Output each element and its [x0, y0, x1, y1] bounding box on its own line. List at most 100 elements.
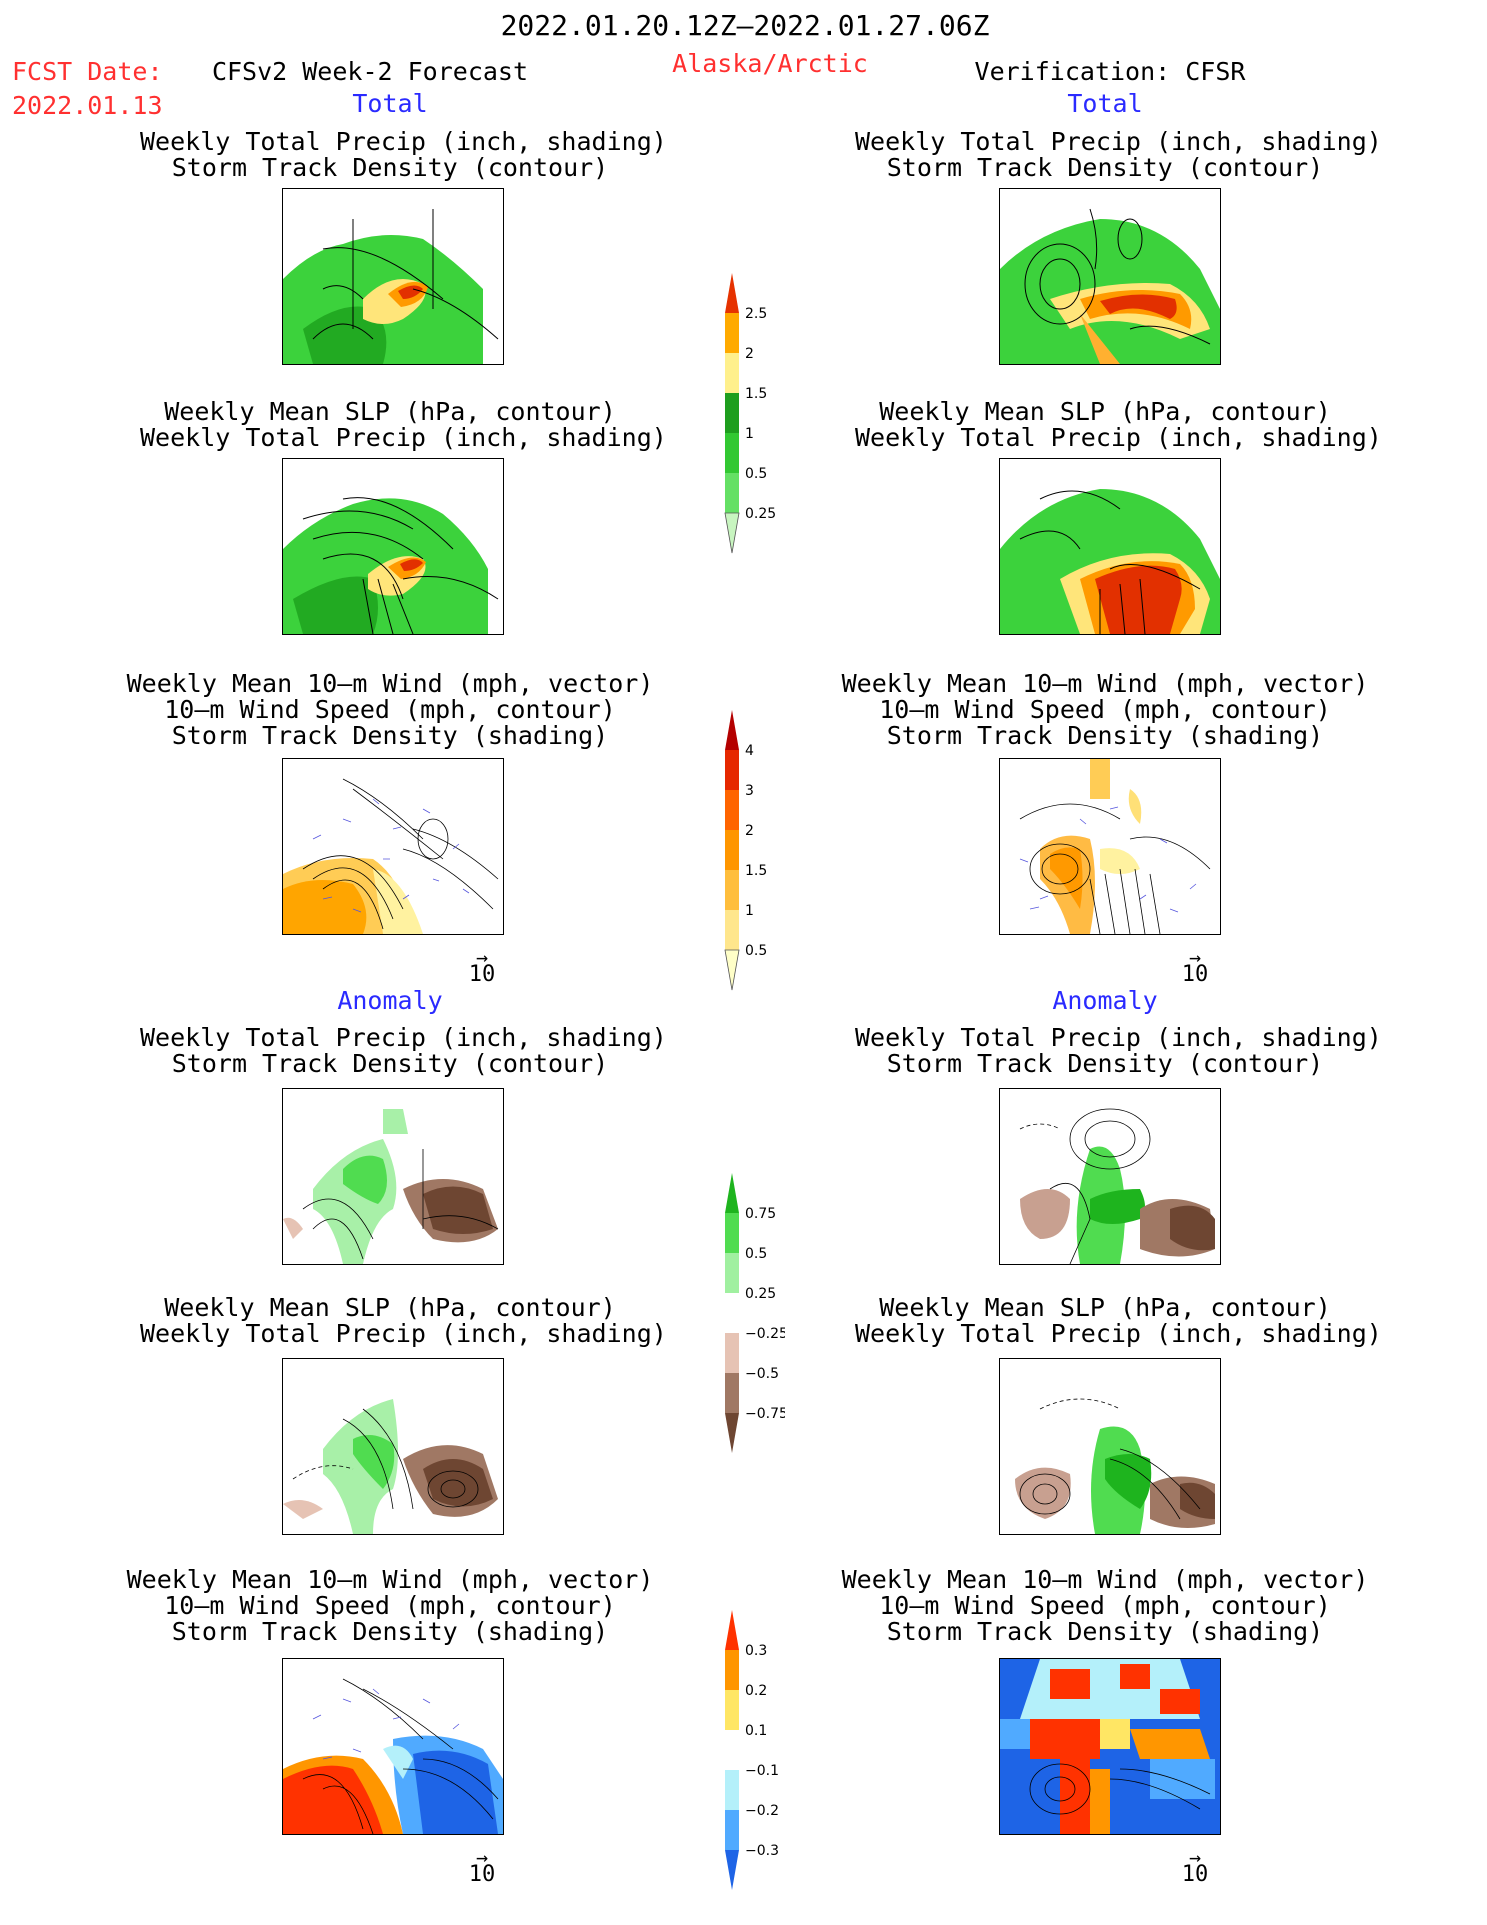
colorbar-tick-label: 0.1 [745, 1723, 767, 1739]
section-total-right: Total [1067, 89, 1143, 118]
colorbar-track-anom: −0.3 −0.2 −0.1 0.1 0.2 0.3 [725, 1610, 779, 1890]
map-fcst-anom-slp-precip [282, 1358, 504, 1535]
map-verif-anom-precip-track [999, 1088, 1221, 1265]
title-l6-line2: 10—m Wind Speed (mph, contour) [164, 1591, 616, 1620]
colorbar-precip-anom: −0.75 −0.5 −0.25 0.25 0.5 0.75 [725, 1173, 785, 1453]
title-l5-line1: Weekly Mean SLP (hPa, contour) [164, 1293, 616, 1322]
vector-ref-label: 10 [468, 1862, 496, 1887]
colorbar-cap-top [725, 1173, 739, 1213]
title-l4-line2: Storm Track Density (contour) [171, 1049, 609, 1078]
colorbar-tick-label: −0.75 [745, 1406, 785, 1422]
date-range-title: 2022.01.20.12Z—2022.01.27.06Z [500, 9, 990, 42]
vector-ref-label: 10 [468, 962, 496, 987]
title-r1-line2: Storm Track Density (contour) [886, 153, 1324, 182]
model-title: CFSv2 Week-2 Forecast [211, 57, 529, 86]
colorbar-cap-top [725, 710, 739, 750]
title-l6-line1: Weekly Mean 10—m Wind (mph, vector) [126, 1565, 654, 1594]
colorbar-swatch [725, 830, 739, 870]
colorbar-swatch [725, 1373, 739, 1413]
map-verif-anom-slp-precip [999, 1358, 1221, 1535]
section-anomaly-right: Anomaly [1052, 986, 1158, 1015]
arrow-right-icon: → [1188, 945, 1202, 969]
title-l2-line1: Weekly Mean SLP (hPa, contour) [164, 397, 616, 426]
vector-ref-l6: → 10 [462, 1847, 502, 1887]
colorbar-tick-label: 2.5 [745, 306, 767, 322]
colorbar-swatch [725, 790, 739, 830]
colorbar-cap-top [725, 1610, 739, 1650]
colorbar-swatch [725, 1690, 739, 1730]
colorbar-cap-bottom [725, 1850, 739, 1890]
colorbar-tick-label: 1.5 [745, 863, 767, 879]
section-anomaly-left: Anomaly [337, 986, 443, 1015]
title-l3-line2: 10—m Wind Speed (mph, contour) [164, 695, 616, 724]
colorbar-tick-label: 3 [745, 783, 754, 799]
colorbar-tick-label: 1.5 [745, 386, 767, 402]
colorbar-tick-label: 0.5 [745, 466, 767, 482]
vector-ref-l3: → 10 [462, 945, 502, 987]
colorbar-tick-label: 2 [745, 346, 754, 362]
colorbar-cap-top [725, 273, 739, 313]
colorbar-swatch [725, 1770, 739, 1810]
colorbar-swatch [725, 313, 739, 353]
title-r2-line2: Weekly Total Precip (inch, shading) [855, 423, 1382, 452]
title-l6-line3: Storm Track Density (shading) [171, 1617, 609, 1646]
colorbar-tick-label: −0.3 [745, 1843, 779, 1859]
colorbar-cap-bottom [725, 1413, 739, 1453]
title-l3-line3: Storm Track Density (shading) [171, 721, 609, 750]
colorbar-tick-label: −0.2 [745, 1803, 779, 1819]
colorbar-swatch [725, 1730, 739, 1770]
colorbar-tick-label: 0.25 [745, 1286, 776, 1302]
colorbar-tick-label: 1 [745, 426, 754, 442]
verification-title: Verification: CFSR [974, 57, 1246, 86]
colorbar-swatch [725, 353, 739, 393]
region-title: Alaska/Arctic [672, 49, 868, 78]
vector-ref-r6: → 10 [1175, 1845, 1215, 1887]
colorbar-cap-bottom [724, 949, 740, 991]
map-fcst-total-wind-track [282, 758, 504, 935]
title-r4-line1: Weekly Total Precip (inch, shading) [855, 1023, 1382, 1052]
vector-ref-label: 10 [1181, 962, 1209, 987]
map-fcst-total-precip-track [282, 188, 504, 365]
colorbar-swatch [725, 1650, 739, 1690]
colorbar-tick-label: 0.5 [745, 943, 767, 959]
vector-ref-label: 10 [1181, 1862, 1209, 1887]
title-r6-line2: 10—m Wind Speed (mph, contour) [879, 1591, 1331, 1620]
section-total-left: Total [352, 89, 428, 118]
title-r3-line3: Storm Track Density (shading) [886, 721, 1324, 750]
fcst-date-label: FCST Date: [12, 57, 163, 86]
colorbar-tick-label: −0.25 [745, 1326, 785, 1342]
title-l1-line1: Weekly Total Precip (inch, shading) [140, 127, 667, 156]
colorbar-tick-label: 2 [745, 823, 754, 839]
map-verif-total-slp-precip [999, 458, 1221, 635]
title-r3-line2: 10—m Wind Speed (mph, contour) [879, 695, 1331, 724]
colorbar-tick-label: 0.3 [745, 1643, 767, 1659]
map-verif-total-wind-track [999, 758, 1221, 935]
title-r6-line1: Weekly Mean 10—m Wind (mph, vector) [841, 1565, 1369, 1594]
arrow-right-icon: → [475, 945, 489, 969]
colorbar-tick-label: 1 [745, 903, 754, 919]
colorbar-swatch [725, 473, 739, 513]
title-l3-line1: Weekly Mean 10—m Wind (mph, vector) [126, 669, 654, 698]
arrow-right-icon: → [1188, 1845, 1202, 1869]
colorbar-swatch [725, 870, 739, 910]
title-r1-line1: Weekly Total Precip (inch, shading) [855, 127, 1382, 156]
colorbar-swatch [725, 393, 739, 433]
colorbar-swatch [725, 1253, 739, 1293]
map-fcst-anom-wind-track [282, 1658, 504, 1835]
title-l4-line1: Weekly Total Precip (inch, shading) [140, 1023, 667, 1052]
title-r4-line2: Storm Track Density (contour) [886, 1049, 1324, 1078]
map-verif-anom-wind-track [999, 1658, 1221, 1835]
colorbar-cap-bottom [724, 512, 740, 554]
title-r5-line1: Weekly Mean SLP (hPa, contour) [879, 1293, 1331, 1322]
colorbar-tick-label: 0.2 [745, 1683, 767, 1699]
colorbar-swatch [725, 750, 739, 790]
map-fcst-total-slp-precip [282, 458, 504, 635]
colorbar-swatch [725, 1333, 739, 1373]
colorbar-tick-label: 4 [745, 743, 754, 759]
colorbar-tick-label: −0.1 [745, 1763, 779, 1779]
colorbar-tick-label: −0.5 [745, 1366, 779, 1382]
colorbar-swatch [725, 910, 739, 950]
title-r3-line1: Weekly Mean 10—m Wind (mph, vector) [841, 669, 1369, 698]
colorbar-tick-label: 0.75 [745, 1206, 776, 1222]
colorbar-swatch [725, 1293, 739, 1333]
